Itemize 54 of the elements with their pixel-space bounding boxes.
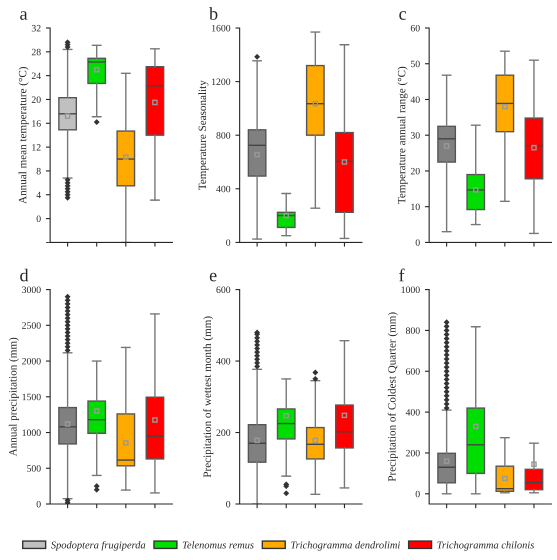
y-tick-label: 2500: [22, 322, 41, 329]
y-tick-label: 800: [406, 327, 420, 334]
y-tick-label: 500: [27, 465, 41, 472]
y-tick-label: 20: [410, 168, 420, 174]
y-tick-label: 0: [36, 500, 41, 508]
y-tick-label: 1500: [22, 394, 41, 400]
y-tick-label: 800: [216, 132, 230, 139]
y-tick-label: 1200: [212, 78, 230, 86]
y-tick-label: 600: [406, 368, 420, 375]
y-tick-label: 0: [416, 239, 420, 246]
y-tick-label: 16: [32, 120, 41, 127]
chart-title: d: [20, 268, 28, 282]
y-tick-label: 0: [416, 490, 420, 498]
y-axis-title: Annual mean temperature (°C): [18, 66, 29, 204]
y-tick-label: 28: [32, 48, 41, 56]
chart-title: f: [399, 268, 405, 282]
y-tick-label: 400: [216, 186, 230, 192]
y-axis-title: Temperature Seasonality: [198, 80, 208, 190]
y-tick-label: 400: [406, 409, 420, 416]
legend-label: Telenomus remus: [182, 541, 254, 549]
y-axis-title: Temperature annual range (°C): [398, 66, 408, 204]
y-tick-label: 50: [410, 60, 420, 68]
y-tick-label: 2000: [22, 358, 41, 365]
y-tick-label: 4: [36, 192, 41, 198]
chart-title: a: [20, 11, 28, 20]
y-tick-label: 1600: [212, 24, 230, 32]
y-tick-label: 0: [226, 239, 230, 246]
legend-label: Trichogramma chilonis: [437, 541, 534, 551]
y-tick-label: 10: [411, 204, 420, 210]
y-tick-label: 32: [32, 24, 41, 32]
y-tick-label: 400: [216, 358, 230, 365]
y-tick-label: 30: [410, 132, 420, 139]
y-tick-label: 600: [216, 286, 230, 294]
y-tick-label: 1000: [402, 286, 420, 294]
y-tick-label: 8: [36, 168, 41, 174]
y-tick-label: 40: [410, 96, 420, 103]
y-axis-title: Precipitation of Coldest Quarter (mm): [388, 312, 398, 482]
y-tick-label: 0: [36, 216, 41, 222]
y-tick-label: 24: [32, 72, 41, 80]
chart-title: e: [210, 272, 216, 282]
y-tick-label: 60: [410, 24, 420, 32]
y-tick-label: 3000: [22, 286, 41, 294]
y-tick-label: 0: [226, 500, 230, 508]
y-tick-label: 12: [32, 144, 41, 150]
chart-title: c: [399, 11, 406, 20]
legend-label: Spodoptera frugiperda: [50, 541, 146, 551]
y-tick-label: 20: [32, 96, 41, 103]
y-axis-title: Annual precipitation (mm): [8, 338, 19, 456]
chart-title: b: [209, 7, 218, 20]
y-tick-label: 1000: [22, 429, 41, 436]
legend-label: Trichogramma dendrolimi: [291, 541, 400, 551]
y-tick-label: 200: [216, 429, 230, 436]
y-tick-label: 200: [406, 450, 420, 456]
y-axis-title: Precipitation of wettest month (mm): [203, 316, 214, 478]
